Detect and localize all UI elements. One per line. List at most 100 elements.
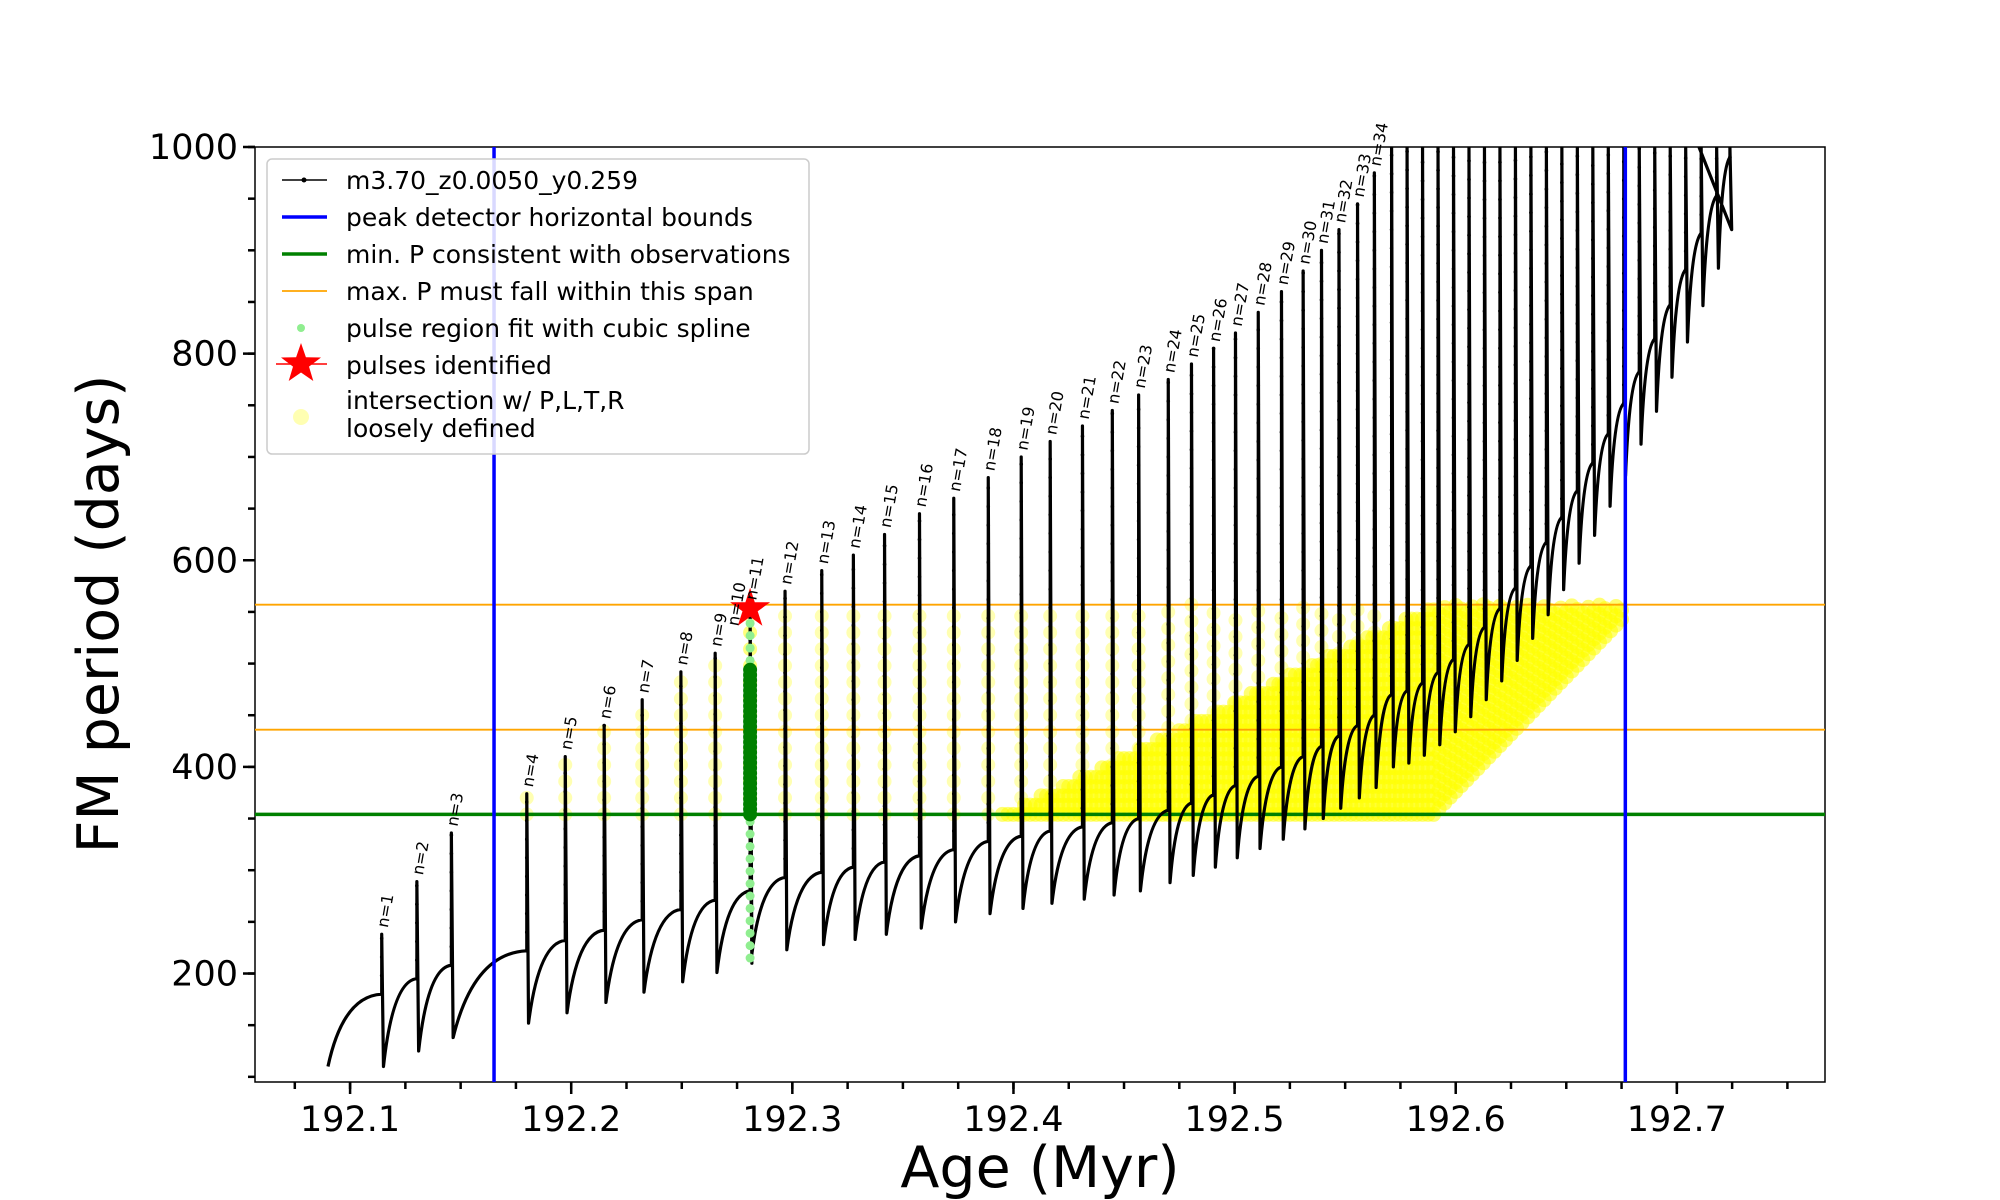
model-point — [1110, 579, 1115, 583]
model-point — [1319, 409, 1324, 414]
model-point — [1405, 298, 1409, 303]
model-point — [1714, 194, 1719, 198]
model-point — [602, 760, 606, 765]
model-point — [1189, 522, 1194, 526]
model-point — [1233, 467, 1238, 472]
model-point — [1513, 567, 1518, 572]
model-point — [1110, 486, 1115, 490]
model-point — [1372, 471, 1377, 476]
model-point — [783, 633, 787, 638]
model-point — [1166, 455, 1171, 459]
model-point — [1420, 681, 1425, 685]
model-point — [1256, 737, 1261, 741]
model-point — [1560, 292, 1564, 296]
model-point — [1451, 229, 1456, 234]
model-point — [1467, 345, 1471, 349]
model-point — [1467, 586, 1471, 591]
legend-item-model: m3.70_z0.0050_y0.259 — [282, 166, 638, 195]
model-point — [1498, 532, 1502, 536]
model-point — [819, 796, 824, 800]
model-point — [1498, 272, 1502, 276]
model-point — [882, 618, 887, 622]
model-point — [1279, 634, 1284, 639]
model-point — [1560, 180, 1564, 185]
model-point — [1080, 732, 1085, 736]
model-point — [1591, 238, 1595, 242]
model-point — [1019, 704, 1024, 708]
model-point — [1110, 653, 1115, 658]
model-point — [1319, 298, 1324, 302]
model-point — [1211, 476, 1216, 481]
model-point — [986, 653, 991, 658]
model-point — [1256, 607, 1261, 611]
model-point — [1498, 253, 1502, 258]
model-point — [602, 779, 606, 784]
model-point — [1136, 482, 1141, 486]
model-point — [986, 746, 991, 751]
model-point — [1420, 402, 1425, 406]
model-point — [783, 689, 787, 694]
model-point — [1019, 462, 1024, 466]
model-point — [882, 692, 887, 697]
model-point — [1513, 307, 1518, 311]
model-point — [1389, 209, 1394, 213]
model-point — [1498, 327, 1502, 332]
model-point — [1110, 616, 1115, 620]
model-point — [783, 726, 787, 731]
model-point — [1211, 421, 1216, 425]
model-point — [1420, 346, 1425, 351]
model-point — [1136, 779, 1141, 784]
model-point — [1482, 532, 1487, 537]
model-point — [1436, 391, 1440, 396]
model-point — [1080, 508, 1085, 513]
model-point — [449, 963, 454, 968]
model-point — [783, 819, 787, 824]
model-point — [1080, 453, 1085, 457]
model-point — [713, 898, 717, 902]
model-point — [1372, 434, 1377, 439]
model-point — [1482, 272, 1487, 276]
model-point — [1319, 688, 1324, 693]
legend-label-pulses: pulses identified — [346, 351, 552, 380]
model-point — [1389, 190, 1394, 195]
model-point — [1136, 742, 1141, 746]
model-point — [1467, 419, 1471, 424]
model-point — [1337, 622, 1341, 627]
model-point — [1389, 432, 1394, 437]
model-point — [1513, 270, 1518, 274]
legend-item-max-period: max. P must fall within this span — [282, 277, 754, 306]
model-point — [1575, 247, 1580, 251]
model-point — [1019, 499, 1024, 504]
model-point — [1606, 339, 1611, 343]
model-point — [1544, 205, 1549, 210]
model-point — [1166, 603, 1171, 608]
model-point — [1048, 698, 1052, 703]
model-point — [1405, 149, 1409, 154]
model-point — [1420, 588, 1425, 592]
model-point — [1513, 325, 1518, 330]
model-point — [1575, 358, 1580, 363]
model-point — [1652, 151, 1657, 155]
model-point — [1189, 671, 1194, 675]
model-point — [1256, 514, 1261, 518]
model-point — [1637, 147, 1642, 151]
model-point — [563, 901, 568, 906]
model-point — [1080, 657, 1085, 662]
model-point — [1451, 564, 1456, 569]
model-point — [1436, 540, 1440, 545]
model-point — [1337, 641, 1341, 645]
model-point — [1637, 332, 1642, 337]
model-point — [1544, 410, 1549, 415]
model-point — [563, 845, 568, 850]
model-point — [1436, 559, 1440, 563]
model-point — [1233, 765, 1238, 769]
model-point — [1451, 527, 1456, 532]
model-point — [1019, 629, 1024, 634]
model-point — [1136, 593, 1141, 598]
model-point — [640, 713, 644, 718]
model-point — [1436, 168, 1440, 173]
model-point — [1256, 569, 1261, 574]
model-point — [1652, 318, 1657, 323]
model-point — [819, 833, 824, 837]
model-point — [851, 604, 856, 609]
